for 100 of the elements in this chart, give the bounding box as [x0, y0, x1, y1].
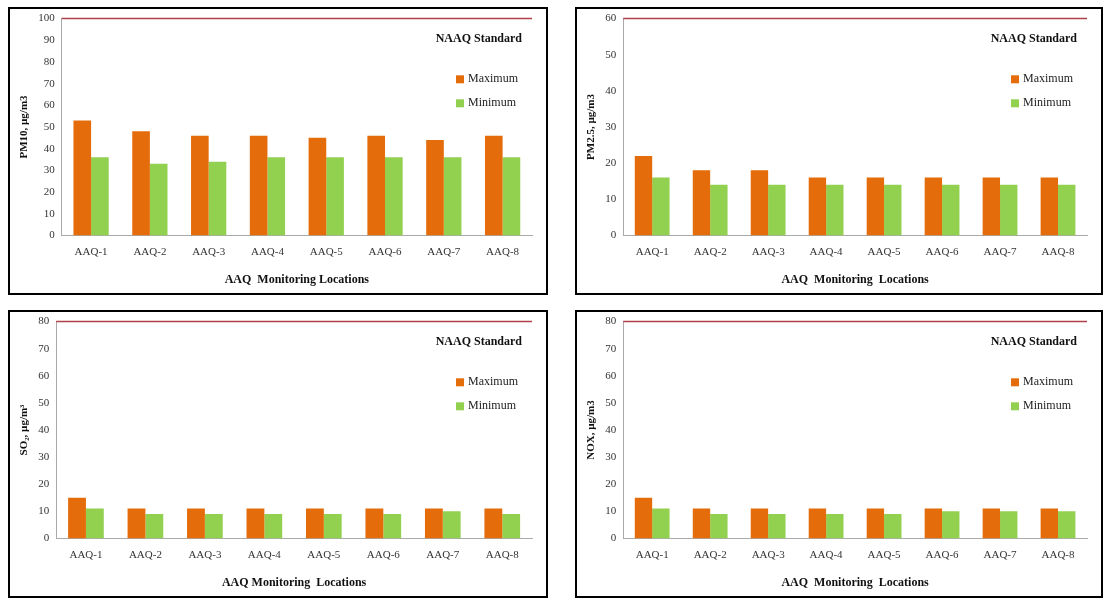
x-tick-label: AAQ-4 — [250, 244, 285, 257]
y-tick-label: 20 — [43, 184, 56, 197]
x-axis-title: AAQ Monitoring Locations — [781, 574, 930, 589]
y-axis-title: NOX, µg/m3 — [584, 399, 597, 460]
bar — [942, 184, 960, 236]
y-tick-label: 0 — [43, 531, 50, 544]
y-tick-label: 50 — [605, 47, 617, 60]
bar — [267, 157, 286, 236]
x-tick-label: AAQ-6 — [368, 244, 403, 257]
x-axis-title: AAQ Monitoring Locations — [781, 271, 930, 286]
x-tick-label: AAQ-1 — [635, 547, 669, 560]
x-tick-label: AAQ-6 — [925, 244, 960, 257]
x-tick-label: AAQ-3 — [192, 244, 226, 257]
y-axis-title: PM2.5, µg/m3 — [584, 93, 597, 160]
x-tick-label: AAQ-7 — [426, 547, 460, 560]
bar — [149, 163, 168, 236]
bar — [132, 131, 150, 236]
legend-label: Minimum — [1023, 398, 1072, 413]
y-tick-label: 60 — [605, 368, 617, 381]
bar — [208, 161, 227, 236]
y-tick-label: 40 — [605, 83, 617, 96]
bar — [1000, 184, 1018, 236]
ref-line-label: NAAQ Standard — [990, 30, 1078, 45]
y-tick-label: 10 — [605, 504, 617, 517]
legend-label: Minimum — [468, 398, 517, 413]
y-axis-title: PM10, µg/m3 — [17, 94, 30, 159]
x-tick-label: AAQ-2 — [693, 244, 727, 257]
y-tick-label: 70 — [38, 341, 50, 354]
bar — [249, 135, 268, 236]
y-tick-label: 60 — [43, 98, 56, 111]
y-tick-label: 60 — [38, 368, 50, 381]
bar — [1058, 184, 1076, 236]
x-tick-label: AAQ-8 — [485, 547, 520, 560]
bar — [326, 157, 344, 236]
x-axis-title: AAQ Monitoring Locations — [224, 271, 370, 286]
bar — [308, 137, 327, 236]
bar — [866, 177, 885, 236]
y-tick-label: 70 — [605, 341, 617, 354]
bar — [808, 177, 827, 236]
ref-line-label: NAAQ Standard — [990, 333, 1078, 348]
y-tick-label: 20 — [605, 156, 617, 169]
y-tick-label: 80 — [43, 54, 56, 67]
y-tick-label: 10 — [605, 192, 617, 205]
bar — [426, 140, 444, 236]
x-tick-label: AAQ-5 — [309, 244, 344, 257]
bar — [826, 184, 844, 236]
x-tick-label: AAQ-5 — [867, 244, 902, 257]
y-axis-title: SO₂, µg/m³ — [17, 403, 30, 456]
x-tick-label: AAQ-5 — [307, 547, 341, 560]
y-tick-label: 70 — [43, 76, 56, 89]
y-tick-label: 30 — [38, 449, 50, 462]
x-tick-label: AAQ-3 — [188, 547, 222, 560]
bar — [385, 157, 403, 236]
legend-label: Maximum — [1023, 71, 1074, 86]
bar — [634, 155, 653, 236]
y-tick-label: 30 — [43, 163, 56, 176]
x-tick-label: AAQ-4 — [809, 244, 844, 257]
legend-label: Minimum — [468, 95, 517, 110]
legend-label: Maximum — [1023, 374, 1074, 389]
legend-label: Maximum — [468, 374, 519, 389]
x-tick-label: AAQ-7 — [427, 244, 461, 257]
bar — [91, 157, 109, 236]
y-tick-label: 10 — [43, 206, 56, 219]
y-tick-label: 80 — [605, 314, 617, 327]
y-tick-label: 30 — [605, 119, 617, 132]
ref-line-label: NAAQ Standard — [435, 333, 523, 348]
x-tick-label: AAQ-4 — [809, 547, 844, 560]
y-tick-label: 20 — [38, 477, 50, 490]
x-tick-label: AAQ-2 — [128, 547, 162, 560]
y-tick-label: 80 — [38, 314, 50, 327]
bar — [502, 157, 521, 236]
x-tick-label: AAQ-3 — [751, 547, 786, 560]
y-tick-label: 0 — [49, 228, 56, 241]
bar — [982, 177, 1001, 236]
y-tick-label: 30 — [605, 449, 617, 462]
x-tick-label: AAQ-8 — [1041, 547, 1076, 560]
bar — [884, 184, 902, 236]
x-tick-label: AAQ-6 — [925, 547, 960, 560]
bar — [652, 177, 670, 236]
x-tick-label: AAQ-4 — [247, 547, 282, 560]
bar — [750, 170, 769, 236]
x-tick-label: AAQ-8 — [486, 244, 520, 257]
legend-label: Maximum — [468, 71, 519, 86]
y-tick-label: 40 — [605, 422, 617, 435]
bar — [768, 184, 786, 236]
y-tick-label: 40 — [43, 141, 56, 154]
bar — [710, 184, 728, 236]
x-tick-label: AAQ-8 — [1041, 244, 1076, 257]
bar — [1040, 177, 1059, 236]
y-tick-label: 20 — [605, 477, 617, 490]
x-tick-label: AAQ-7 — [983, 547, 1018, 560]
y-tick-label: 100 — [38, 11, 56, 24]
x-tick-label: AAQ-2 — [133, 244, 167, 257]
x-tick-label: AAQ-3 — [751, 244, 786, 257]
bar — [73, 120, 92, 236]
x-tick-label: AAQ-2 — [693, 547, 727, 560]
y-tick-label: 60 — [605, 11, 617, 24]
x-tick-label: AAQ-6 — [366, 547, 401, 560]
bar — [191, 135, 209, 236]
y-tick-label: 40 — [38, 422, 50, 435]
